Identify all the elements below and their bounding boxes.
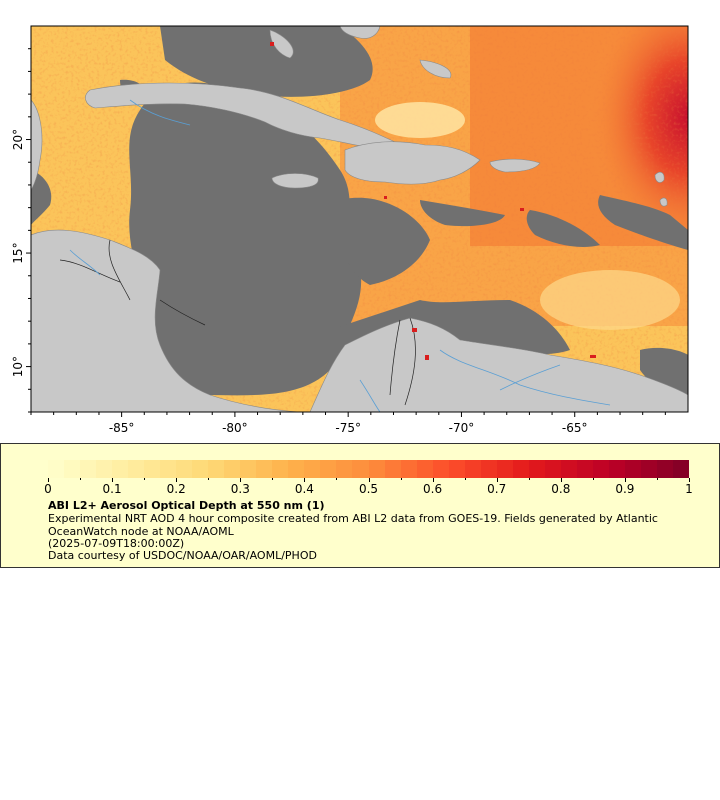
colorbar-segment: [304, 460, 321, 478]
legend-panel: 0 0.1 0.2 0.3 0.4 0.5 0.6 0.7 0.8 0.9 1 ABI L2+ Ae…: [0, 443, 720, 568]
colorbar-segment: [464, 460, 482, 478]
colorbar-segment: [400, 460, 418, 478]
colorbar-minor-tick: [400, 478, 402, 480]
colorbar-segment: [64, 460, 81, 478]
colorbar-tick-label: 0.8: [551, 482, 571, 496]
colorbar-tick-mark: [304, 478, 306, 482]
colorbar-segment: [624, 460, 642, 478]
legend-description: Experimental NRT AOD 4 hour composite cr…: [48, 512, 658, 538]
colorbar-segment: [336, 460, 353, 478]
legend-title: ABI L2+ Aerosol Optical Depth at 550 nm …: [48, 499, 325, 512]
colorbar-segment: [448, 460, 466, 478]
colorbar-segment: [480, 460, 498, 478]
colorbar-tick-label: 0.6: [423, 482, 443, 496]
colorbar-tick-mark: [48, 478, 49, 482]
colorbar-segment: [656, 460, 674, 478]
colorbar-segment: [160, 460, 177, 478]
lat-label-2: 10°: [11, 356, 25, 377]
colorbar-segment: [112, 460, 129, 478]
colorbar-segment: [224, 460, 241, 478]
lat-label-0: 20°: [11, 129, 25, 150]
colorbar-tick-label: 0.7: [487, 482, 507, 496]
colorbar-tick-label: 0.1: [102, 482, 122, 496]
colorbar-segment: [672, 460, 690, 478]
colorbar-segment: [128, 460, 145, 478]
colorbar-segment: [192, 460, 209, 478]
colorbar-tick-mark: [368, 478, 370, 482]
lon-label-0: -85°: [109, 421, 135, 435]
colorbar-tick-label: 0.3: [230, 482, 250, 496]
colorbar-segment: [272, 460, 289, 478]
colorbar-segment: [208, 460, 225, 478]
colorbar: 0 0.1 0.2 0.3 0.4 0.5 0.6 0.7 0.8 0.9 1: [44, 460, 693, 498]
colorbar-segment: [544, 460, 562, 478]
colorbar-minor-tick: [208, 478, 210, 480]
legend-date: (2025-07-09T18:00:00Z): [48, 537, 185, 550]
colorbar-minor-tick: [656, 478, 658, 480]
colorbar-segment: [384, 460, 402, 478]
colorbar-segment: [176, 460, 193, 478]
lat-label-1: 15°: [11, 242, 25, 263]
colorbar-tick-mark: [624, 478, 626, 482]
colorbar-segment: [320, 460, 337, 478]
colorbar-segment: [640, 460, 658, 478]
colorbar-minor-tick: [528, 478, 530, 480]
colorbar-segment: [80, 460, 97, 478]
colorbar-segment: [528, 460, 546, 478]
colorbar-minor-tick: [592, 478, 594, 480]
colorbar-segment: [368, 460, 386, 478]
country-borders: [59, 239, 416, 406]
colorbar-segment: [144, 460, 161, 478]
colorbar-minor-tick: [272, 478, 274, 480]
colorbar-tick-mark: [432, 478, 434, 482]
colorbar-segment: [512, 460, 530, 478]
colorbar-tick-label: 0: [44, 482, 52, 496]
colorbar-minor-tick: [144, 478, 146, 480]
colorbar-segment: [432, 460, 450, 478]
colorbar-minor-tick: [80, 478, 82, 480]
lon-label-3: -70°: [449, 421, 475, 435]
colorbar-segment: [256, 460, 273, 478]
colorbar-tick-label: 0.5: [358, 482, 379, 496]
colorbar-segment: [416, 460, 434, 478]
colorbar-tick-mark: [560, 478, 562, 482]
colorbar-segment: [560, 460, 578, 478]
lon-label-2: -75°: [335, 421, 361, 435]
colorbar-segment: [576, 460, 594, 478]
colorbar-tick-mark: [112, 478, 114, 482]
colorbar-tick-label: 0.4: [294, 482, 314, 496]
lon-label-4: -65°: [562, 421, 588, 435]
colorbar-tick-mark: [176, 478, 178, 482]
colorbar-tick-mark: [496, 478, 498, 482]
colorbar-minor-tick: [464, 478, 466, 480]
land: [31, 26, 688, 412]
colorbar-segment: [240, 460, 257, 478]
colorbar-strip: [48, 460, 690, 478]
colorbar-tick-label: 0.2: [166, 482, 186, 496]
colorbar-tick-mark: [240, 478, 242, 482]
map: -85° -80° -75° -70° -65° 20° 15° 10°: [11, 25, 689, 435]
colorbar-tick-label: 0.9: [615, 482, 635, 496]
colorbar-segment: [592, 460, 610, 478]
colorbar-segment: [96, 460, 113, 478]
colorbar-segment: [48, 460, 65, 478]
colorbar-tick-label: 1: [685, 482, 693, 496]
rivers: [69, 99, 611, 412]
colorbar-ticks: 0 0.1 0.2 0.3 0.4 0.5 0.6 0.7 0.8 0.9 1: [44, 460, 693, 498]
legend-credit: Data courtesy of USDOC/NOAA/OAR/AOML/PHO…: [48, 549, 317, 562]
colorbar-tick-mark: [689, 478, 690, 482]
map-axes: -85° -80° -75° -70° -65° 20° 15° 10°: [11, 48, 666, 435]
colorbar-segment: [352, 460, 369, 478]
high-aod-pixels: [270, 42, 596, 360]
lon-label-1: -80°: [222, 421, 248, 435]
colorbar-minor-tick: [336, 478, 338, 480]
colorbar-segment: [496, 460, 514, 478]
colorbar-segment: [288, 460, 305, 478]
colorbar-segment: [608, 460, 626, 478]
